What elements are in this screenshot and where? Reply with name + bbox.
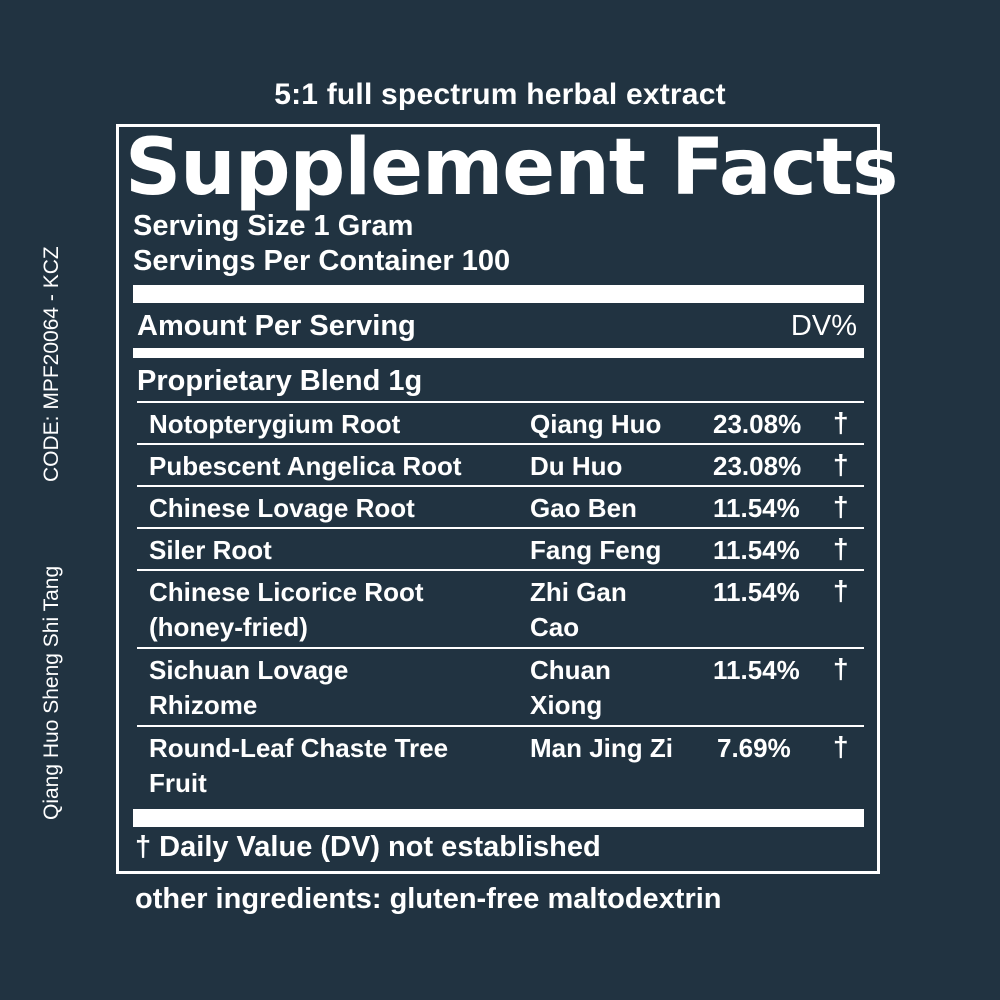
ingredient-name: Siler Root <box>149 535 272 565</box>
ingredient-row: Round-Leaf Chaste Tree Fruit Man Jing Zi… <box>137 725 864 805</box>
amount-per-serving-label: Amount Per Serving <box>137 310 416 342</box>
ingredient-row: Pubescent Angelica Root Du Huo 23.08% † <box>137 443 864 485</box>
ingredient-pinyin: Du Huo <box>530 451 623 481</box>
ingredient-name: Round-Leaf Chaste Tree Fruit <box>149 733 449 798</box>
formula-name: Qiang Huo Sheng Shi Tang <box>40 565 63 820</box>
divider-bar <box>133 348 864 358</box>
ingredient-pinyin: Zhi Gan Cao <box>530 577 627 642</box>
ingredient-pinyin: Fang Feng <box>530 535 662 565</box>
ingredient-pinyin: Chuan Xiong <box>530 655 611 720</box>
ingredient-name: Sichuan Lovage Rhizome <box>149 655 349 720</box>
ingredient-pinyin: Gao Ben <box>530 493 637 523</box>
ingredient-percent: 11.54% <box>713 493 800 523</box>
serving-size: Serving Size 1 Gram <box>133 210 414 242</box>
supplement-facts-panel: Supplement Facts Serving Size 1 Gram Ser… <box>116 123 898 874</box>
ingredient-percent: 11.54% <box>713 577 800 607</box>
divider-bar <box>133 285 864 303</box>
ingredient-row: Chinese Lovage Root Gao Ben 11.54% † <box>137 485 864 527</box>
dv-dagger: † <box>833 491 849 522</box>
ingredient-name: Pubescent Angelica Root <box>149 451 462 481</box>
divider-bar <box>133 809 864 827</box>
ingredient-table: Notopterygium Root Qiang Huo 23.08% † Pu… <box>137 401 864 805</box>
product-code: CODE: MPF20064 - KCZ <box>40 246 63 482</box>
ingredient-name: Chinese Licorice Root (honey-fried) <box>149 577 424 642</box>
extract-subtitle: 5:1 full spectrum herbal extract <box>274 78 726 111</box>
dv-dagger: † <box>833 533 849 564</box>
ingredient-percent: 11.54% <box>713 655 800 685</box>
other-ingredients: other ingredients: gluten-free maltodext… <box>135 883 722 915</box>
facts-title: Supplement Facts <box>125 123 898 213</box>
ingredient-percent: 23.08% <box>713 451 802 481</box>
dv-dagger: † <box>833 575 849 606</box>
ingredient-pinyin: Qiang Huo <box>530 409 662 439</box>
ingredient-pinyin: Man Jing Zi <box>530 733 673 763</box>
ingredient-row: Notopterygium Root Qiang Huo 23.08% † <box>137 401 864 443</box>
dv-header: DV% <box>790 310 857 342</box>
proprietary-blend-label: Proprietary Blend 1g <box>137 365 423 397</box>
ingredient-name: Chinese Lovage Root <box>149 493 415 523</box>
dv-dagger: † <box>833 653 849 684</box>
ingredient-row: Sichuan Lovage Rhizome Chuan Xiong 11.54… <box>137 647 864 725</box>
ingredient-percent: 23.08% <box>713 409 802 439</box>
ingredient-percent: 11.54% <box>713 535 800 565</box>
dv-dagger: † <box>833 407 849 438</box>
ingredient-row: Chinese Licorice Root (honey-fried) Zhi … <box>137 569 864 647</box>
dv-footnote: † Daily Value (DV) not established <box>135 831 601 863</box>
dv-dagger: † <box>833 731 849 762</box>
ingredient-row: Siler Root Fang Feng 11.54% † <box>137 527 864 569</box>
servings-per-container: Servings Per Container 100 <box>133 245 511 277</box>
dv-dagger: † <box>833 449 849 480</box>
ingredient-percent: 7.69% <box>717 733 791 763</box>
ingredient-name: Notopterygium Root <box>149 409 401 439</box>
